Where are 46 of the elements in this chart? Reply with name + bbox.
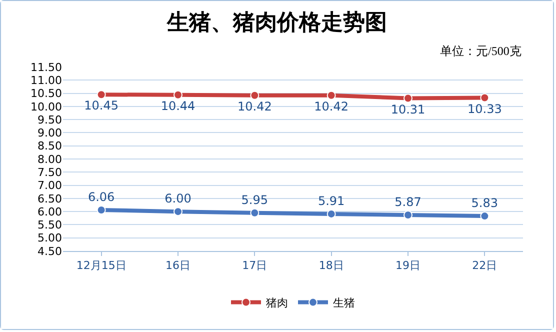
point [174, 90, 182, 100]
point [250, 208, 260, 218]
data-label: 5.91 [318, 194, 345, 208]
legend-label: 生猪 [333, 296, 355, 310]
point [96, 90, 106, 100]
text: 单位：元/500克 [440, 44, 522, 58]
data-label: 5.87 [394, 194, 422, 209]
point [326, 90, 336, 100]
x-tick-label: 16日 [166, 259, 190, 272]
x-tick-label: 18日 [318, 259, 344, 272]
y-tick-label: 7.50 [38, 166, 62, 179]
y-tick-label: 8.50 [38, 140, 62, 153]
data-label: 6.00 [164, 192, 192, 206]
data-label: 5.83 [471, 196, 498, 210]
y-tick-label: 9.50 [38, 113, 62, 126]
data-label: 10.44 [160, 98, 196, 113]
x-tick-label: 22日 [472, 259, 498, 272]
y-tick-label: 7.00 [38, 179, 62, 192]
data-label: 10.42 [314, 99, 349, 114]
chart-title: 生猪、猪肉价格走势图 [166, 10, 387, 35]
point [480, 93, 490, 102]
data-label: 5.95 [241, 192, 268, 207]
y-tick-label: 6.50 [38, 192, 62, 206]
y-tick-label: 11.00 [30, 74, 62, 87]
legend-label: 猪肉 [266, 296, 288, 310]
point [250, 90, 260, 100]
y-tick-label: 10.00 [30, 100, 62, 114]
data-label: 10.31 [390, 102, 426, 116]
x-tick-label: 19日 [396, 259, 420, 272]
point [174, 207, 182, 216]
point [404, 210, 412, 220]
data-label: 10.33 [467, 102, 502, 116]
y-tick-label: 5.50 [38, 218, 62, 232]
y-tick-label: 11.50 [30, 60, 62, 74]
y-tick-label: 8.00 [38, 152, 62, 166]
data-label: 10.42 [237, 99, 272, 114]
x-tick-label: 17日 [242, 259, 268, 272]
data-label: 10.45 [84, 98, 119, 113]
y-tick-label: 6.00 [38, 205, 62, 218]
x-tick-label: 12月15日 [76, 259, 126, 272]
y-tick-label: 4.50 [38, 244, 62, 258]
data-label: 6.06 [88, 190, 115, 204]
y-tick-label: 10.50 [30, 87, 62, 100]
y-tick-label: 9.00 [38, 126, 62, 140]
y-tick-label: 5.00 [38, 232, 62, 245]
point [404, 94, 412, 103]
